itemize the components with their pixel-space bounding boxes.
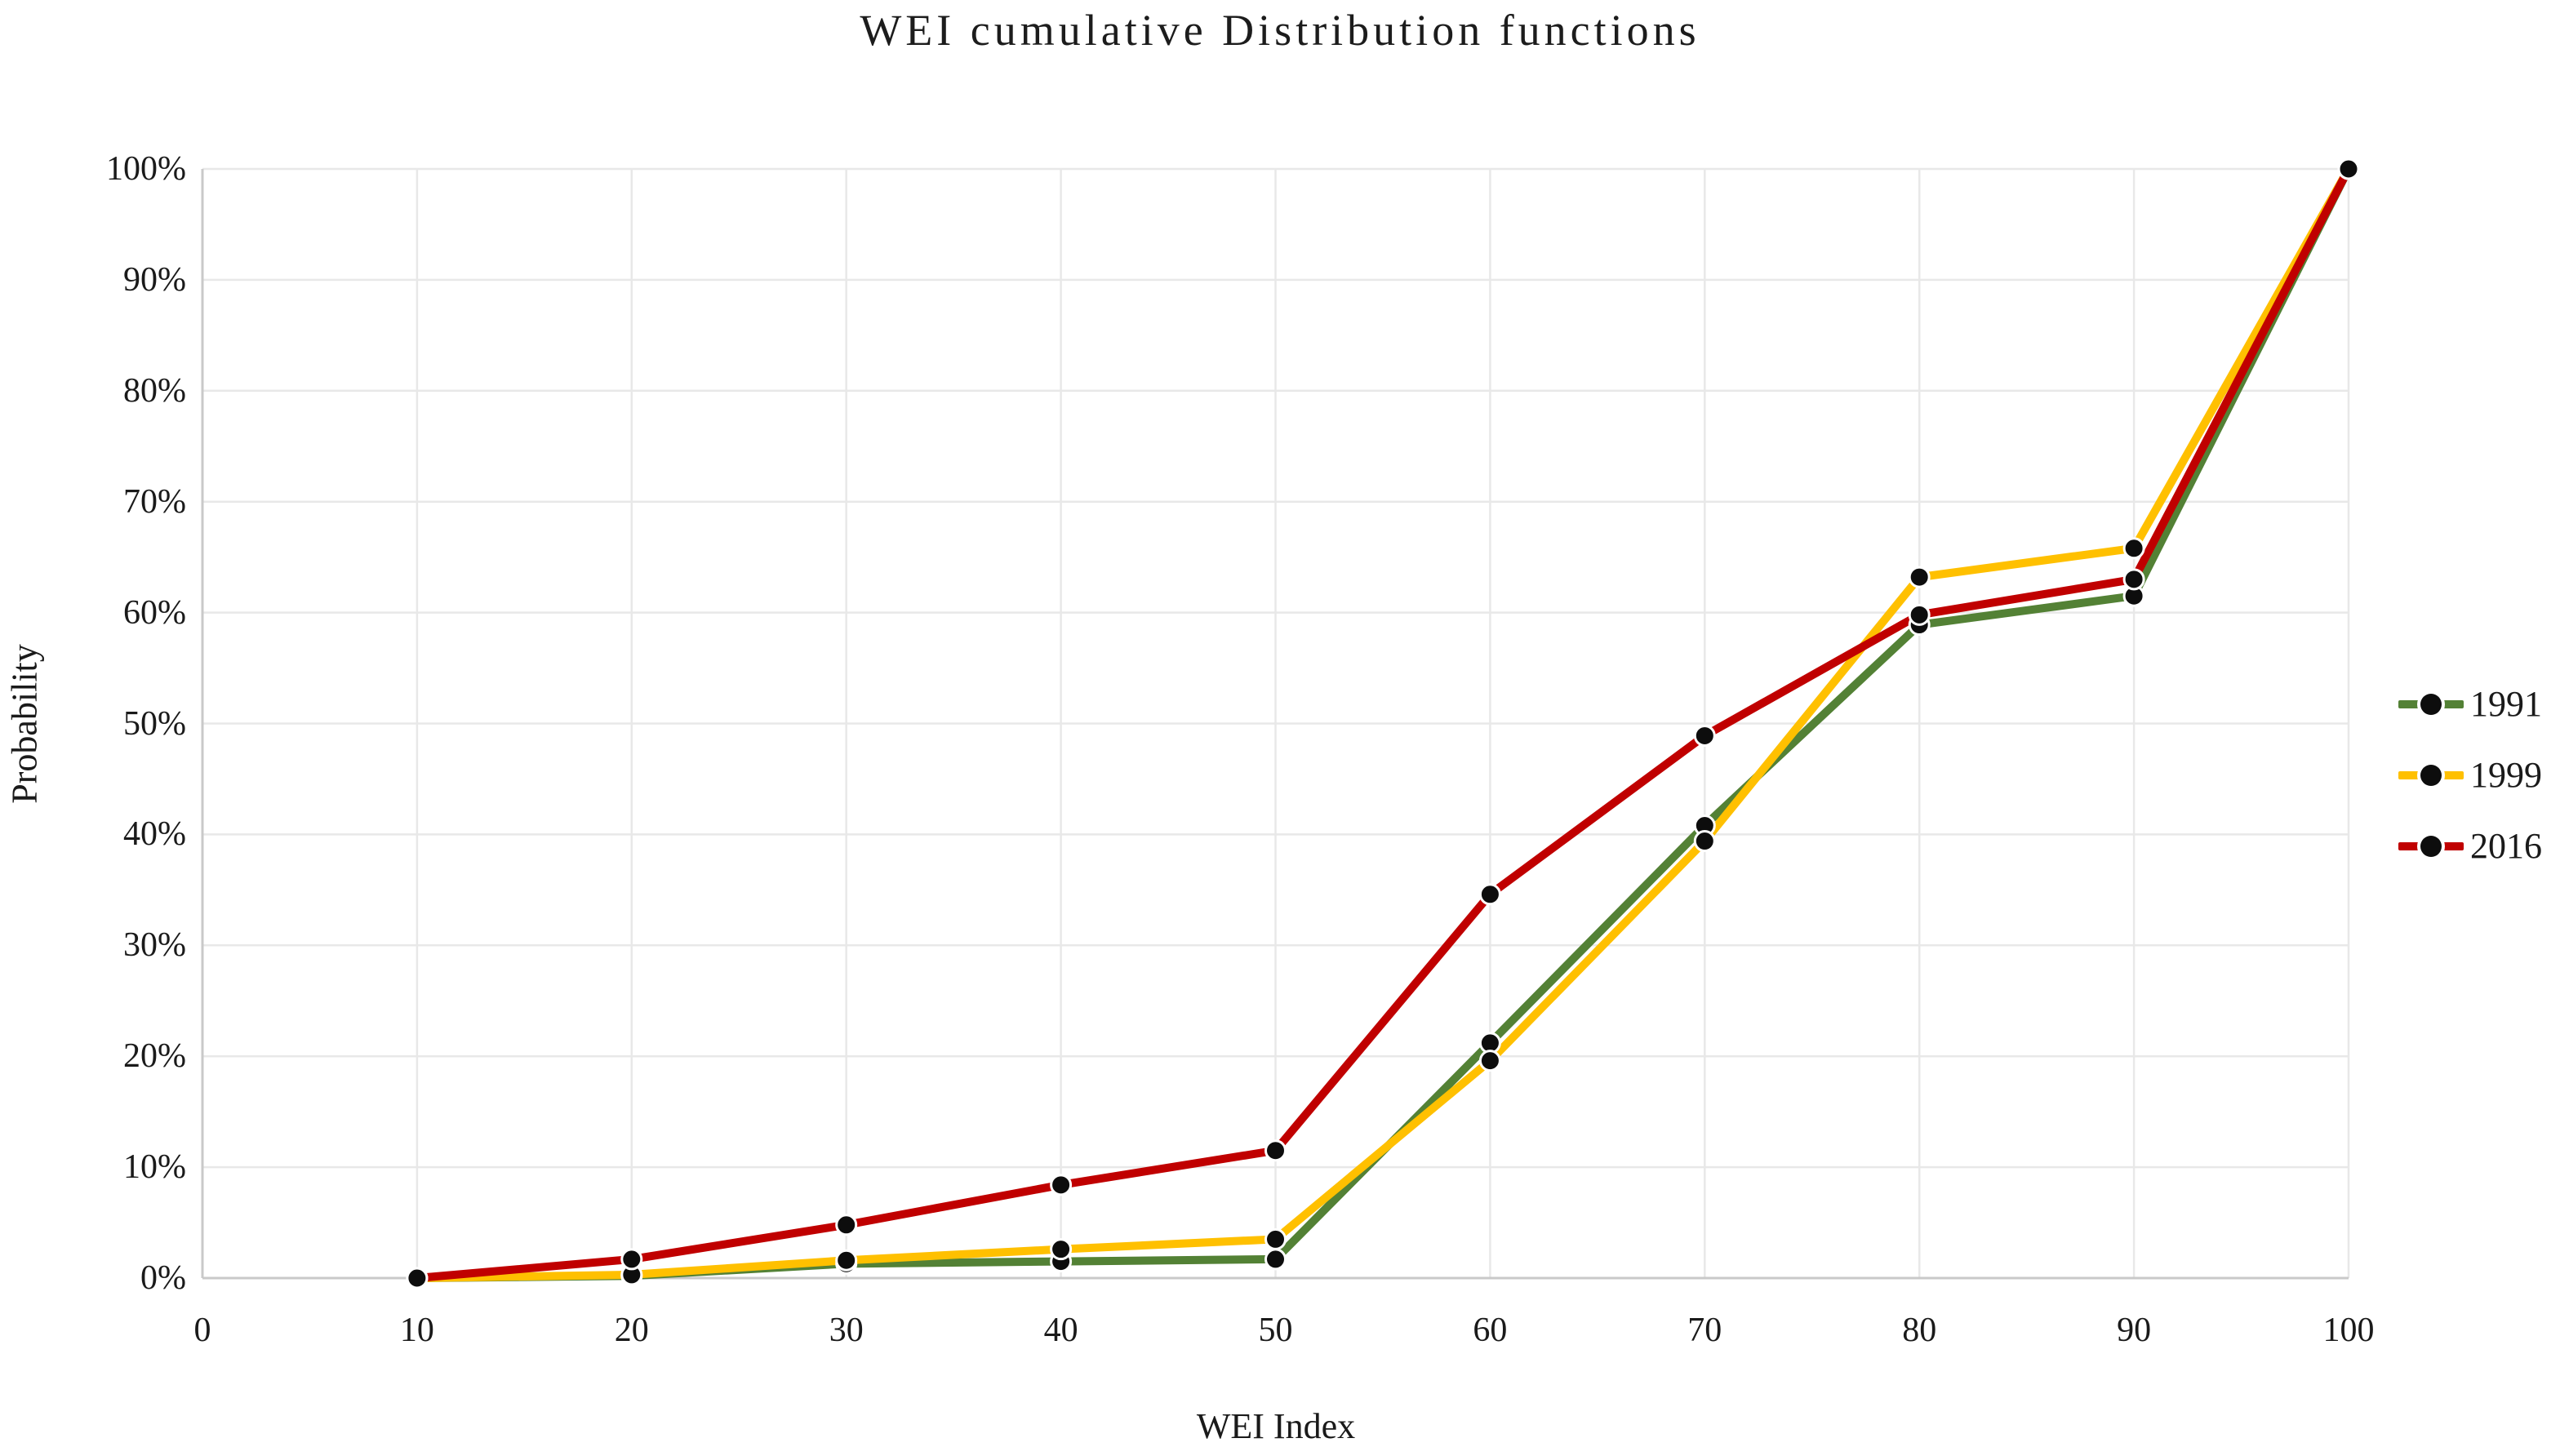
legend-label: 2016 — [2470, 826, 2542, 866]
data-point-marker-2016-x40 — [1050, 1174, 1073, 1196]
x-tick-label: 70 — [1687, 1312, 1722, 1349]
x-tick-label: 80 — [1902, 1312, 1937, 1349]
x-tick-label: 50 — [1258, 1312, 1293, 1349]
data-point-marker-1999-x30 — [835, 1249, 858, 1272]
legend-label: 1991 — [2470, 684, 2542, 724]
y-tick-label: 50% — [123, 704, 186, 743]
y-tick-label: 0% — [140, 1259, 186, 1297]
data-point-marker-1999-x90 — [2122, 537, 2145, 560]
y-tick-label: 20% — [123, 1037, 186, 1076]
legend-marker-icon — [2420, 694, 2442, 715]
y-tick-label: 90% — [123, 260, 186, 299]
y-tick-label: 10% — [123, 1148, 186, 1187]
y-tick-label: 100% — [106, 150, 186, 188]
legend-marker-icon — [2420, 765, 2442, 786]
x-tick-label: 40 — [1043, 1312, 1078, 1349]
series-line-1999 — [412, 165, 2353, 1282]
data-point-marker-1999-x70 — [1693, 830, 1716, 853]
series-line-2016 — [412, 165, 2353, 1282]
data-point-marker-2016-x80 — [1908, 603, 1931, 626]
y-tick-label: 30% — [123, 926, 186, 965]
y-tick-label: 40% — [123, 815, 186, 854]
x-tick-label: 100 — [2322, 1312, 2375, 1349]
y-tick-label: 70% — [123, 482, 186, 521]
data-point-marker-2016-x50 — [1264, 1139, 1287, 1162]
data-point-marker-1991-x50 — [1264, 1248, 1287, 1271]
data-point-marker-2016-x20 — [620, 1248, 643, 1271]
x-axis-title: WEI Index — [1196, 1406, 1356, 1446]
legend-label: 1999 — [2470, 755, 2542, 795]
y-tick-label: 80% — [123, 371, 186, 410]
data-point-marker-2016-x60 — [1478, 883, 1501, 906]
data-point-marker-2016-x70 — [1693, 724, 1716, 747]
data-point-marker-2016-x10 — [406, 1267, 429, 1290]
data-point-marker-1999-x80 — [1908, 566, 1931, 588]
data-point-marker-1999-x50 — [1264, 1227, 1287, 1250]
x-tick-label: 30 — [829, 1312, 864, 1349]
data-point-marker-2016-x90 — [2122, 568, 2145, 591]
chart-title: WEI cumulative Distribution functions — [860, 6, 1700, 55]
x-tick-label: 90 — [2117, 1312, 2152, 1349]
x-tick-label: 20 — [614, 1312, 649, 1349]
x-tick-label: 0 — [193, 1312, 211, 1349]
data-point-marker-2016-x100 — [2337, 158, 2360, 180]
x-tick-label: 60 — [1473, 1312, 1508, 1349]
y-axis-title: Probability — [4, 644, 45, 804]
data-point-marker-2016-x30 — [835, 1214, 858, 1236]
legend-marker-icon — [2420, 836, 2442, 857]
data-point-marker-1999-x40 — [1050, 1238, 1073, 1261]
x-tick-label: 10 — [399, 1312, 434, 1349]
data-point-marker-1999-x60 — [1478, 1050, 1501, 1072]
y-tick-label: 60% — [123, 593, 186, 632]
